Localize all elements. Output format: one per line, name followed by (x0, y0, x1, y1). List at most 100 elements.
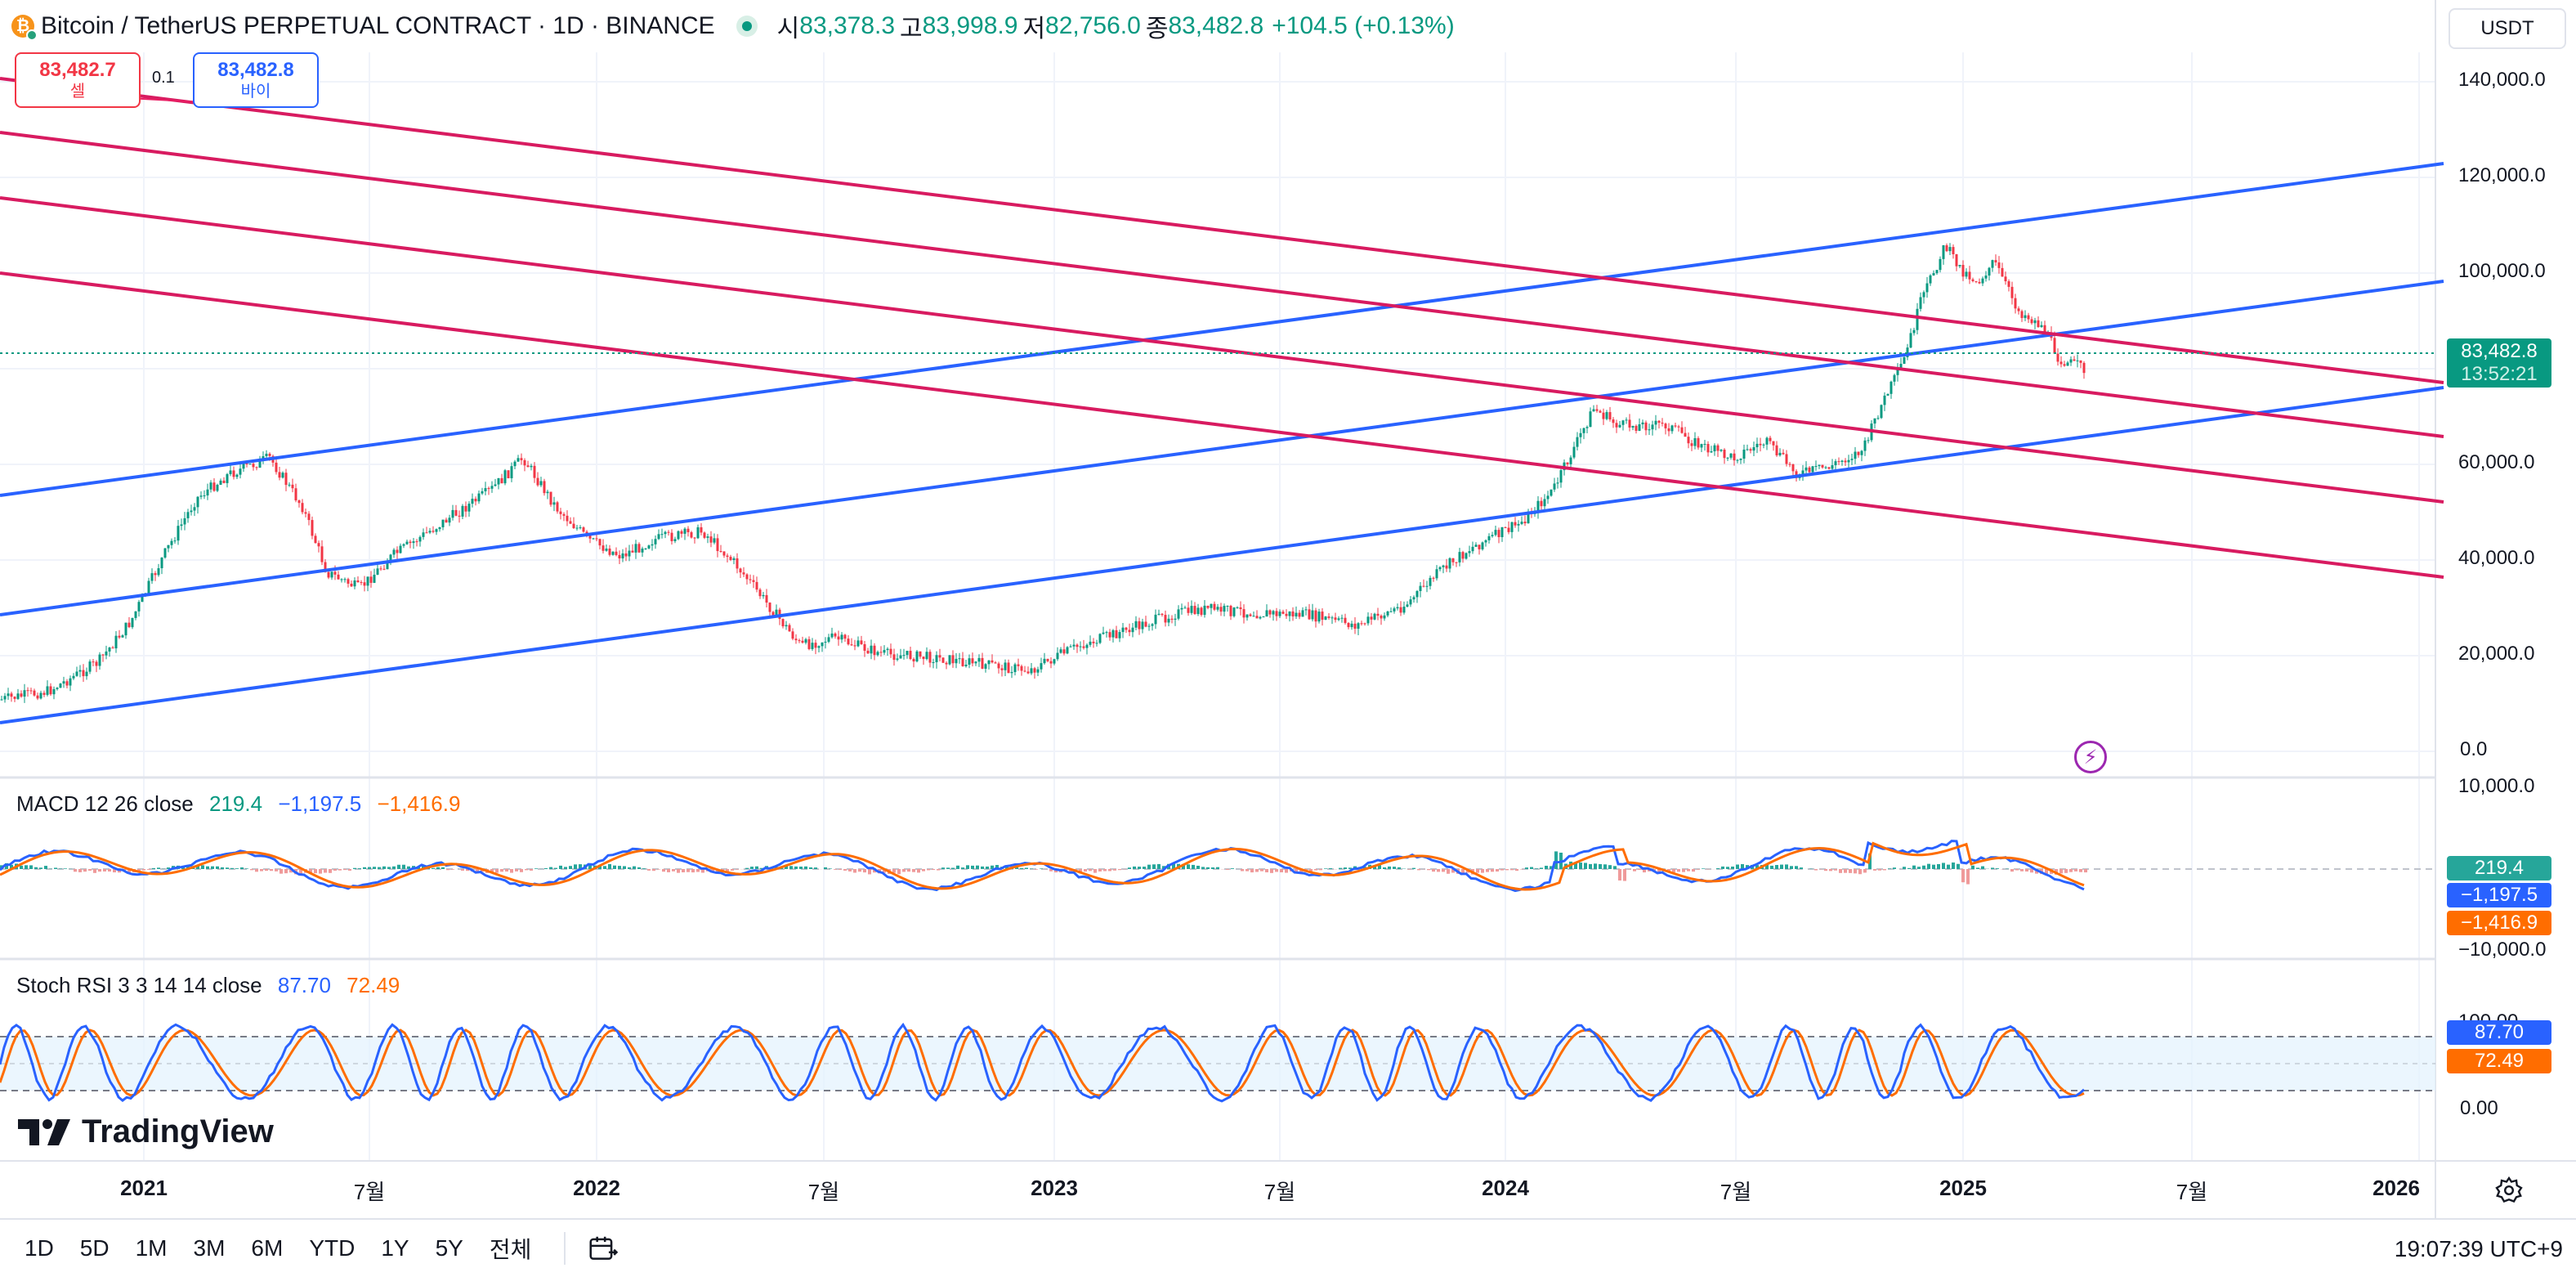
symbol-title[interactable]: Bitcoin / TetherUS PERPETUAL CONTRACT · … (41, 12, 715, 39)
buy-button[interactable]: 83,482.8 바이 (193, 52, 319, 108)
macd-hist-bar (799, 867, 803, 869)
timeframe-5y[interactable]: 5Y (435, 1235, 463, 1261)
macd-hist-bar (2084, 869, 2087, 873)
candle-body (1919, 297, 1922, 309)
candle-body (991, 660, 994, 663)
clock-timezone[interactable]: 19:07:39 UTC+9 (2394, 1236, 2563, 1261)
stoch-d-value: 72.49 (347, 973, 400, 997)
macd-hist-bar (750, 867, 754, 869)
timeframe-6m[interactable]: 6M (251, 1235, 284, 1261)
calendar-range-icon[interactable] (587, 1233, 619, 1264)
macd-hist-bar (1152, 864, 1156, 869)
candle-body (693, 537, 696, 539)
gear-icon[interactable] (2494, 1176, 2524, 1205)
candle-body (814, 643, 817, 648)
candle-body (1974, 280, 1978, 282)
red-trendlines[interactable] (0, 77, 2444, 579)
macd-hist-bar (1393, 867, 1396, 869)
candle-body (1553, 483, 1556, 490)
macd-hist-bar (1020, 867, 1023, 869)
macd-hist-bar (10, 864, 13, 869)
candle-body (1396, 607, 1399, 609)
candle-body (713, 538, 716, 543)
macd-hist-bar (260, 869, 263, 871)
macd-hist-bar (1388, 866, 1391, 869)
stoch-title: Stoch RSI 3 3 14 14 close (16, 973, 262, 997)
blue-trendlines[interactable] (0, 162, 2444, 724)
candle-body (314, 535, 317, 544)
candle-body (562, 513, 566, 516)
macd-hist-bar (559, 865, 562, 869)
bar-countdown: 13:52:21 (2461, 363, 2538, 385)
macd-hist-bar (1157, 863, 1161, 869)
candle-body (1523, 522, 1527, 524)
candle-body (1102, 632, 1105, 634)
buy-price: 83,482.8 (217, 59, 294, 81)
candlestick-series[interactable] (0, 243, 2086, 703)
macd-hist-bar (245, 868, 248, 869)
timeframe-5d[interactable]: 5D (79, 1235, 110, 1261)
candle-body (677, 531, 680, 540)
lightning-icon[interactable]: ⚡ (2074, 741, 2107, 773)
stoch-legend[interactable]: Stoch RSI 3 3 14 14 close 87.70 72.49 (16, 973, 409, 998)
price-axis-label: 140,000.0 (2458, 69, 2546, 91)
candle-body (494, 484, 497, 486)
candle-body (1461, 552, 1465, 559)
candle-body (1353, 623, 1357, 630)
candle-body (448, 518, 451, 523)
macd-hist-bar (1250, 869, 1254, 873)
timeframe-all[interactable]: 전체 (489, 1237, 532, 1262)
candle-body (209, 482, 212, 490)
candle-body (1138, 621, 1141, 630)
candle-body (1746, 449, 1749, 450)
sell-button[interactable]: 83,482.7 셀 (15, 52, 141, 108)
currency-button[interactable]: USDT (2449, 8, 2566, 49)
candle-body (1393, 608, 1396, 612)
candle-body (660, 534, 664, 535)
candle-body (732, 558, 736, 560)
macd-hist-bar (1628, 869, 1631, 870)
candle-body (1903, 356, 1906, 365)
macd-hist-bar (549, 867, 552, 869)
timeframe-1y[interactable]: 1Y (381, 1235, 409, 1261)
timeframe-1m[interactable]: 1M (135, 1235, 168, 1261)
candle-body (405, 541, 409, 544)
red-trendline (0, 271, 2444, 579)
candle-body (602, 545, 605, 551)
candle-body (1033, 668, 1036, 673)
timeframe-1d[interactable]: 1D (25, 1235, 54, 1261)
macd-hist-bar (1903, 867, 1906, 869)
timeframe-3m[interactable]: 3M (193, 1235, 226, 1261)
candle-body (1592, 409, 1595, 412)
candle-body (1380, 616, 1383, 619)
macd-hist-bar (726, 869, 729, 872)
candle-body (752, 580, 755, 582)
candle-body (1854, 451, 1857, 459)
candle-body (2056, 353, 2059, 362)
candle-body (1791, 464, 1795, 472)
candle-body (1546, 495, 1550, 500)
macd-hist-bar (1118, 869, 1121, 871)
candle-body (1376, 613, 1380, 616)
bitcoin-icon[interactable]: ₿ (11, 15, 38, 41)
candle-body (1942, 245, 1945, 259)
signal-value: −1,416.9 (377, 791, 461, 816)
macd-hist-bar (1255, 869, 1259, 872)
macd-hist-bar (1329, 867, 1332, 869)
candle-body (1527, 511, 1530, 524)
macd-legend[interactable]: MACD 12 26 close 219.4 −1,197.5 −1,416.9 (16, 791, 470, 817)
tradingview-logo[interactable]: TradingView (18, 1113, 274, 1150)
candle-body (226, 473, 229, 483)
candle-body (873, 645, 876, 656)
candle-body (1246, 614, 1249, 618)
candle-body (827, 637, 830, 643)
macd-hist-bar (1192, 864, 1195, 869)
candle-body (1301, 610, 1304, 617)
timeframe-ytd[interactable]: YTD (309, 1235, 356, 1261)
macd-hist-bar (167, 867, 170, 869)
macd-hist-bar (608, 863, 611, 869)
tradingview-logo-icon (18, 1118, 70, 1145)
candle-body (981, 657, 984, 669)
candle-body (347, 579, 350, 584)
